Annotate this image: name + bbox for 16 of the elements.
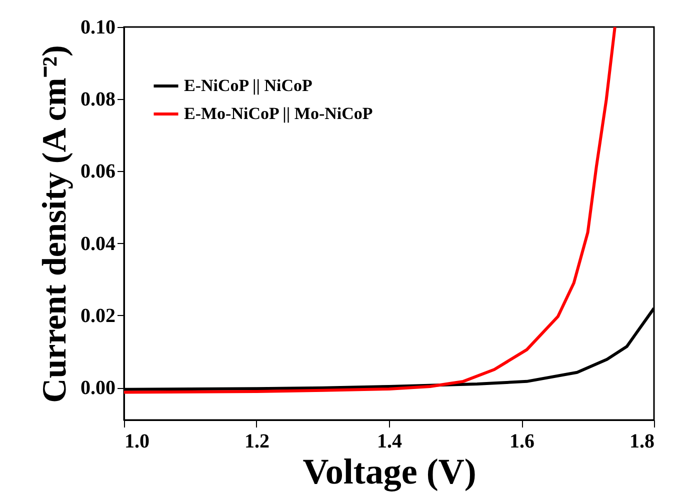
y-tick-label: 0.10 xyxy=(80,16,116,38)
x-tick-label: 1.0 xyxy=(124,430,150,452)
x-tick-label: 1.6 xyxy=(510,430,534,452)
y-tick-label: 0.00 xyxy=(80,377,116,400)
x-tick-label: 1.4 xyxy=(377,430,402,452)
y-axis-title: Current density (A cm⁻²) xyxy=(36,45,74,403)
y-tick-label: 0.06 xyxy=(80,160,116,183)
y-tick-label: 0.02 xyxy=(80,304,116,327)
x-tick-label: 1.8 xyxy=(630,430,654,452)
x-tick-label: 1.2 xyxy=(244,430,270,452)
line-series xyxy=(124,27,616,394)
legend-label: E-NiCoP || NiCoP xyxy=(184,76,312,95)
y-tick-label: 0.08 xyxy=(80,88,116,111)
y-tick-label: 0.04 xyxy=(80,232,116,255)
legend-label: E-Mo-NiCoP || Mo-NiCoP xyxy=(184,104,373,123)
x-axis-title: Voltage (V) xyxy=(302,452,476,492)
